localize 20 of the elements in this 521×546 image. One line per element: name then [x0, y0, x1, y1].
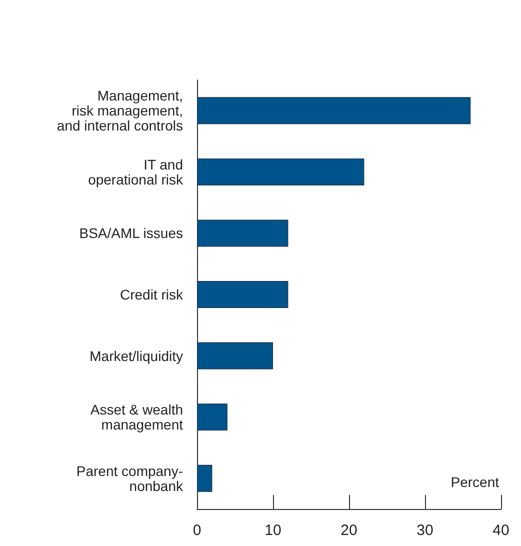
y-tick-label: BSA/AML issues	[79, 225, 183, 242]
y-tick-label: Asset & wealth management	[90, 402, 184, 433]
x-tick-label: 10	[264, 522, 282, 539]
x-tick-label: 30	[416, 522, 434, 539]
bar	[197, 97, 471, 124]
y-tick-label: Parent company- nonbank	[76, 462, 184, 494]
x-axis-title: Percent	[450, 474, 500, 490]
bar	[197, 220, 288, 247]
bar	[197, 464, 212, 492]
y-tick-label: Credit risk	[120, 286, 184, 302]
bar	[197, 281, 288, 308]
bar	[197, 158, 364, 186]
x-tick-label: 0	[192, 522, 202, 539]
y-tick-label: Management, risk management, and internal controls	[56, 88, 183, 134]
x-tick-label: 20	[340, 522, 358, 539]
bar	[197, 404, 228, 431]
x-tick-label: 40	[492, 522, 510, 539]
bar	[197, 342, 273, 370]
y-tick-label: Market/liquidity	[90, 348, 183, 364]
y-tick-label: IT and operational risk	[88, 156, 184, 188]
